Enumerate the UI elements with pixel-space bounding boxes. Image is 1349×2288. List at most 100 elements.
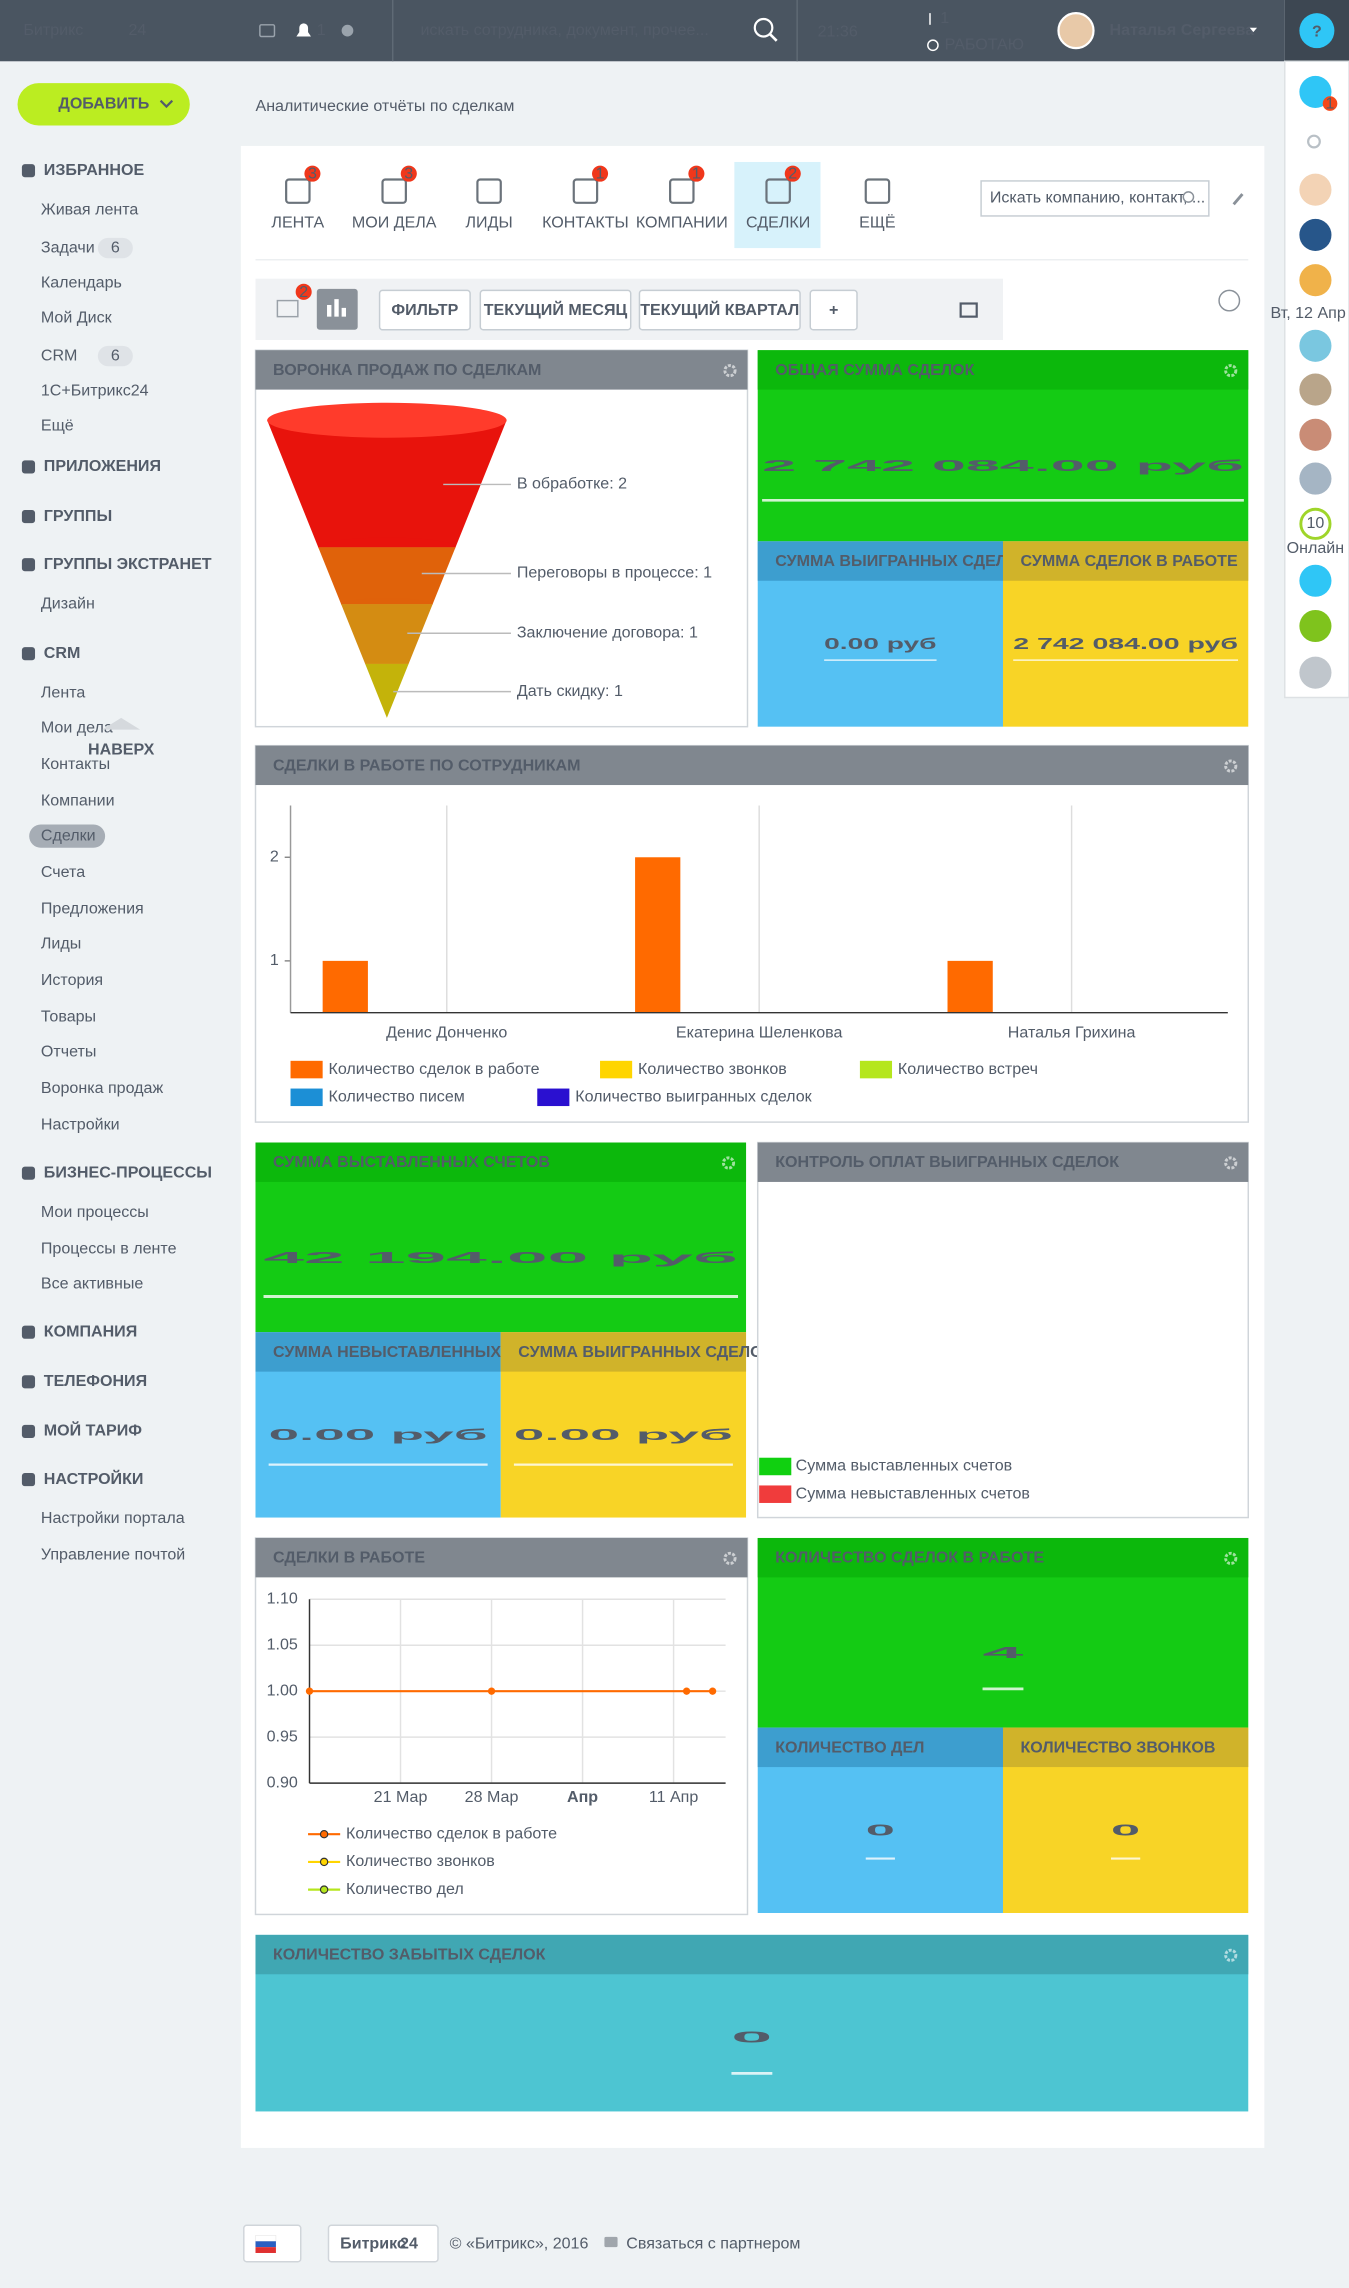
nav-item[interactable]: Сделки (41, 826, 96, 844)
widget-header (255, 745, 1249, 786)
nav-section[interactable]: CRM (44, 644, 81, 662)
tab-label[interactable]: МОИ ДЕЛА (352, 213, 437, 231)
nav-item[interactable]: Отчеты (41, 1042, 96, 1060)
tab-label[interactable]: ЛИДЫ (466, 213, 513, 231)
nav-more[interactable]: Ещё (41, 416, 74, 434)
tab-icon[interactable] (381, 178, 407, 204)
nav-section[interactable]: ПРИЛОЖЕНИЯ (44, 457, 161, 475)
nav-item[interactable]: Лиды (41, 934, 81, 952)
nav-section[interactable]: КОМПАНИЯ (44, 1322, 137, 1340)
tab-badge (304, 165, 321, 182)
flag-count: 1 (940, 9, 949, 27)
tab-icon[interactable] (669, 178, 695, 204)
tab-label[interactable]: СДЕЛКИ (746, 213, 810, 231)
point (708, 1687, 717, 1695)
nav-section[interactable]: БИЗНЕС-ПРОЦЕССЫ (44, 1163, 212, 1181)
nav-section[interactable]: ИЗБРАННОЕ (44, 161, 145, 179)
nav-item[interactable]: Дизайн (41, 594, 95, 612)
nav-item[interactable]: Календарь (41, 273, 122, 291)
footer-logo: Битрикс (340, 2234, 406, 2252)
user-name[interactable]: Наталья Сергеева (1110, 21, 1256, 39)
nav-section[interactable]: МОЙ ТАРИФ (44, 1421, 142, 1440)
footer-logo-box[interactable] (327, 2224, 439, 2263)
nav-item[interactable]: Мои процессы (41, 1203, 149, 1221)
nav-item[interactable]: Предложения (41, 899, 144, 917)
nav-section[interactable]: НАСТРОЙКИ (44, 1469, 144, 1488)
tab-label[interactable]: ЕЩЁ (859, 213, 896, 231)
widget-header (1002, 541, 1249, 581)
filter-button[interactable] (378, 289, 471, 331)
nav-counter (97, 237, 133, 259)
nav-item[interactable]: CRM (41, 346, 78, 364)
filter-button-label[interactable]: + (829, 301, 838, 319)
nav-item[interactable]: Процессы в ленте (41, 1239, 177, 1257)
nav-item[interactable]: 1С+Битрикс24 (41, 381, 149, 399)
widget-settings (723, 1551, 737, 1565)
tab-icon[interactable] (476, 178, 502, 204)
filter-button[interactable] (479, 289, 632, 331)
tab-icon[interactable] (572, 178, 599, 204)
widget-header (255, 1537, 748, 1578)
metric-value: 0 (1111, 1822, 1140, 1840)
nav-item[interactable]: Компании (41, 791, 115, 809)
widget-title: СУММА ВЫИГРАННЫХ СДЕЛОК (518, 1343, 772, 1361)
nav-item[interactable]: Товары (41, 1007, 96, 1025)
nav-item[interactable]: Воронка продаж (41, 1079, 164, 1097)
nav-section[interactable]: ГРУППЫ (44, 507, 112, 525)
filter-button-label[interactable]: ТЕКУЩИЙ МЕСЯЦ (484, 300, 628, 319)
flag-white (255, 2235, 277, 2242)
layout-icon[interactable] (959, 302, 978, 318)
tab-badge (688, 165, 705, 182)
work-status[interactable]: РАБОТАЮ (945, 35, 1024, 53)
download-button (1299, 656, 1332, 689)
nav-item[interactable]: Живая лента (41, 200, 139, 218)
filter-button[interactable] (638, 289, 801, 331)
nav-item[interactable]: Контакты (41, 755, 110, 773)
nav-item[interactable]: Лента (41, 683, 85, 701)
tab-label[interactable]: ЛЕНТА (271, 213, 324, 231)
company-search[interactable] (980, 180, 1210, 217)
tab-icon[interactable] (285, 178, 311, 204)
widget-title: ВОРОНКА ПРОДАЖ ПО СДЕЛКАМ (273, 361, 541, 379)
nav-counter-value: 6 (111, 346, 120, 364)
widget-title: СУММА ВЫСТАВЛЕННЫХ СЧЕТОВ (273, 1153, 550, 1171)
tab-label[interactable]: КОНТАКТЫ (542, 213, 629, 231)
nav-section[interactable]: ТЕЛЕФОНИЯ (44, 1372, 147, 1390)
search-placeholder[interactable]: искать сотрудника, документ, прочее... (420, 21, 708, 39)
nav-item[interactable]: Мой Диск (41, 308, 113, 326)
funnel-section (365, 663, 409, 718)
legend-swatch (290, 1088, 323, 1107)
tab-icon[interactable] (864, 178, 891, 204)
section-icon (21, 1473, 36, 1487)
nav-item[interactable]: Счета (41, 863, 85, 881)
nav-item[interactable]: Все активные (41, 1274, 143, 1292)
partner-link[interactable]: Связаться с партнером (626, 2234, 800, 2252)
list-view[interactable] (276, 299, 299, 318)
legend-label: Сумма невыставленных счетов (796, 1484, 1030, 1502)
add-button[interactable] (17, 83, 190, 126)
nav-item[interactable]: Управление почтой (41, 1546, 185, 1564)
section-icon (21, 558, 36, 572)
funnel-section (267, 420, 507, 548)
status-icon (927, 39, 939, 52)
tab-icon[interactable] (765, 178, 791, 204)
nav-item[interactable]: Мои дела (41, 718, 113, 736)
nav-item[interactable]: Настройки (41, 1115, 120, 1133)
nav-item[interactable]: Задачи (41, 238, 95, 256)
cloud-icon (341, 24, 354, 37)
add-button-label[interactable]: ДОБАВИТЬ (58, 95, 149, 113)
nav-section[interactable]: ГРУППЫ ЭКСТРАНЕТ (44, 555, 212, 573)
widget-title: СДЕЛКИ В РАБОТЕ (273, 1549, 425, 1567)
tab-label[interactable]: КОМПАНИИ (636, 213, 728, 231)
x-tick-label: Наталья Грихина (1008, 1023, 1136, 1041)
legend-label: Количество звонков (346, 1852, 495, 1870)
filter-button-label[interactable]: ТЕКУЩИЙ КВАРТАЛ (640, 300, 799, 319)
nav-item[interactable]: История (41, 971, 103, 989)
legend-label: Количество выигранных сделок (575, 1088, 812, 1106)
nav-item[interactable]: Настройки портала (41, 1509, 185, 1527)
filter-button[interactable] (809, 289, 858, 331)
filter-button-label[interactable]: ФИЛЬТР (391, 301, 458, 319)
x-tick-label: 28 Мар (465, 1788, 519, 1806)
widget-title: СУММА НЕВЫСТАВЛЕННЫХ СЧ... (273, 1343, 541, 1361)
to-top[interactable]: НАВЕРХ (88, 740, 155, 758)
